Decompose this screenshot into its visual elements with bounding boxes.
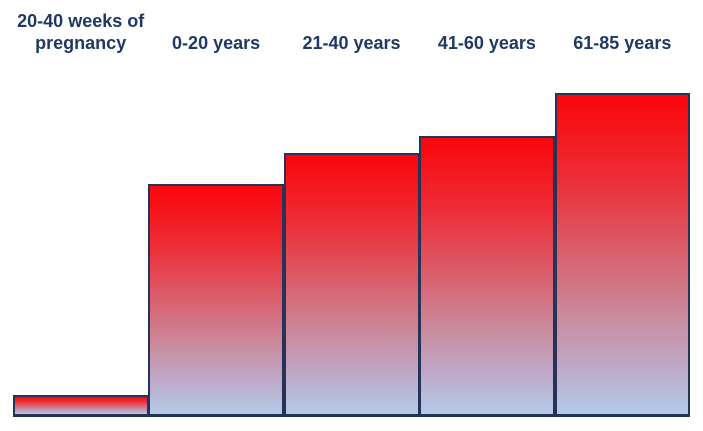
category-label-61-85-years: 61-85 years <box>573 33 672 53</box>
bar-20-40-weeks-of-pregnancy <box>13 395 149 417</box>
bar-21-40-years <box>284 153 420 417</box>
bar-41-60-years <box>419 136 555 417</box>
category-label-0-20-years: 0-20 years <box>172 33 261 53</box>
category-label-20-40-weeks-of-pregnancy: 20-40 weeks of pregnancy <box>17 11 145 53</box>
category-label-41-60-years: 41-60 years <box>437 33 536 53</box>
category-label-21-40-years: 21-40 years <box>302 33 401 53</box>
bar-0-20-years <box>148 184 284 417</box>
category-labels: 20-40 weeks of pregnancy 0-20 years 21-40 … <box>0 0 703 56</box>
bar-61-85-years <box>555 93 690 417</box>
